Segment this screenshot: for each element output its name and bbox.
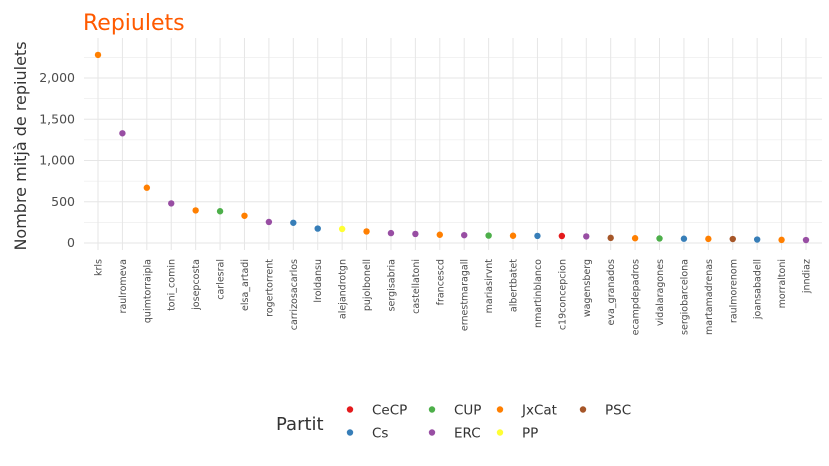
data-point [656,235,663,242]
data-point [607,234,614,242]
x-tick-label: nmartinblanco [533,259,544,328]
data-point [680,235,688,242]
data-point [534,232,541,240]
y-tick-label: 1,000 [39,153,75,168]
data-point [412,230,419,238]
data-point [216,208,224,215]
y-tick-label: 500 [51,194,75,209]
data-point [363,228,370,235]
legend-key [346,406,354,413]
data-point [265,218,273,226]
data-point [94,51,102,59]
x-tick-label: jnndiaz [802,259,813,294]
x-tick-label: carlesral [216,259,227,300]
legend-label: CeCP [372,403,407,419]
legend-label: PP [522,426,538,442]
data-point [241,212,248,219]
x-tick-label: francescd [435,259,446,305]
x-tick-label: vidalaragones [655,259,666,326]
data-point [192,207,199,214]
data-point [753,236,761,243]
x-tick-label: castellatoni [411,259,422,314]
x-tick-label: quimtorraipla [142,259,153,323]
x-tick-label: wagensberg [582,259,593,317]
data-point [387,229,395,237]
x-tick-label: martamadrenas [704,259,715,335]
legend-key [346,429,354,436]
legend-label: PSC [605,403,631,419]
x-tick-label: morraltoni [777,259,788,308]
legend-title: Partit [276,414,324,435]
data-point [168,200,175,207]
chart-title: Repiulets [83,11,185,36]
x-tick-label: pujolbonell [362,259,373,311]
data-point [485,232,492,239]
legend: Partit CeCP Cs CUP ERC JxCat PP PSC [276,403,631,442]
x-tick-label: sergiobarcelona [679,259,690,335]
y-axis-ticks: 0 500 1,000 1,500 2,000 [39,70,75,250]
x-tick-label: josepcosta [191,259,202,311]
x-tick-label: alejandrotgn [338,259,349,319]
legend-key [579,406,587,413]
legend-label: Cs [372,426,388,442]
x-tick-label: rogertorrent [264,259,275,317]
data-point [461,231,468,239]
data-point [729,235,736,243]
data-point [509,232,517,239]
legend-key [496,429,504,436]
y-tick-label: 0 [67,235,75,250]
x-tick-label: lroldansu [313,259,324,303]
data-point [583,233,590,240]
data-point [558,232,566,240]
legend-label: CUP [454,403,481,419]
data-point [119,130,126,137]
x-tick-label: mariasirvnt [484,259,495,314]
x-tick-label: raulmorenom [728,259,739,323]
x-tick-label: raulromeva [118,259,129,313]
legend-label: JxCat [521,403,557,419]
legend-label: ERC [454,426,481,442]
x-axis-ticks: krls raulromeva quimtorraipla toni_comin jos… [94,259,813,336]
x-tick-label: krls [94,259,105,276]
legend-key [428,429,436,436]
data-point [290,219,297,226]
data-point [436,231,443,238]
data-point [338,225,346,233]
x-tick-label: toni_comin [167,259,178,311]
x-tick-label: sergisabria [386,259,397,311]
data-point [631,235,639,242]
x-tick-label: eva_granados [606,259,617,325]
x-tick-label: elsa_artadi [240,259,251,311]
data-point [314,225,321,232]
grid [84,38,822,250]
x-tick-label: ernestmaragall [460,259,471,331]
x-tick-label: ecampdepadros [631,259,642,335]
data-point [143,184,151,191]
legend-key [428,406,436,413]
x-tick-label: c19concepcion [557,259,568,330]
y-tick-label: 2,000 [39,70,75,85]
x-tick-label: joansabadell [753,259,764,320]
x-tick-label: carrizosacarlos [289,259,300,330]
y-axis-title: Nombre mitjà de repiulets [11,41,30,250]
y-tick-label: 1,500 [39,111,75,126]
x-tick-label: albertbatet [509,259,520,312]
data-points [94,51,810,244]
data-point [802,236,810,244]
legend-key [496,406,504,413]
data-point [705,235,712,243]
data-point [778,236,785,244]
